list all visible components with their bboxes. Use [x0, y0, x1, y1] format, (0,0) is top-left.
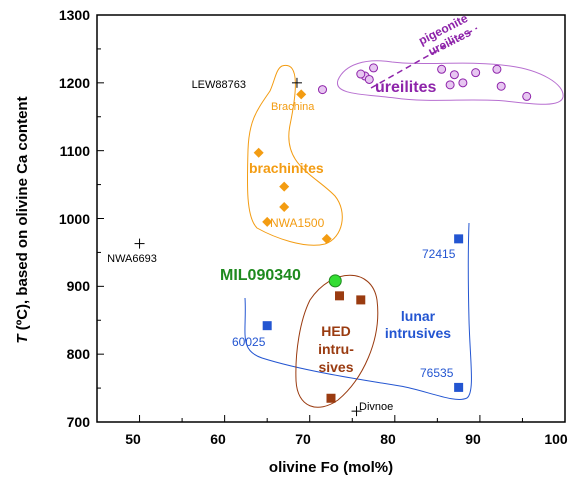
y-tick-labels: 700 800 900 1000 1100 1200 1300: [59, 7, 90, 430]
ureilite-outline: [337, 60, 564, 105]
x-tick-label: 70: [295, 431, 311, 447]
group-labels: brachinites ureilites pigeoniteureilites…: [220, 11, 474, 375]
ureilites-point: [522, 91, 532, 101]
x-tick-label: 50: [125, 431, 141, 447]
other-point: [351, 406, 362, 417]
point-label-72415: 72415: [422, 247, 456, 261]
x-tick-labels: 50 60 70 80 90 100: [125, 431, 568, 447]
y-tick-label: 1200: [59, 75, 90, 91]
point-label-brachina: Brachina: [271, 101, 315, 113]
brachinites-point: [262, 216, 273, 227]
y-tick-label: 1300: [59, 7, 90, 23]
point-label-60025: 60025: [232, 335, 266, 349]
point-label-nwa6693: NWA6693: [107, 253, 157, 265]
mil-090340-point: [328, 274, 342, 288]
ureilites-point: [364, 74, 374, 84]
lunar-outline: [244, 222, 472, 400]
ureilites-label: ureilites: [375, 79, 436, 96]
ureilites-point: [458, 78, 468, 88]
lunar-intrusives-point: [454, 382, 464, 392]
ureilites-point: [471, 68, 481, 78]
point-label-nwa1500: NWA1500: [270, 216, 325, 230]
hed-outline: [295, 274, 379, 408]
hed-intrusives-point: [326, 393, 336, 403]
ureilites-point: [445, 80, 455, 90]
hed-label-line2: intru-: [318, 341, 354, 357]
point-label-76535: 76535: [420, 366, 454, 380]
y-tick-label: 700: [67, 414, 91, 430]
lunar-label: lunar intrusives: [385, 308, 451, 341]
lunar-intrusives-point: [454, 234, 464, 244]
pigeonite-ureilite-line: [370, 27, 478, 89]
region-outlines: [244, 27, 564, 408]
hed-intrusives-point: [335, 291, 345, 301]
y-tick-label: 1000: [59, 211, 90, 227]
brachinite-outline: [246, 64, 343, 246]
x-tick-label: 100: [544, 431, 568, 447]
hed-label-line3: sives: [318, 359, 353, 375]
ureilites-point: [356, 69, 366, 79]
point-labels: LEW88763 Brachina NWA1500 NWA6693 72415 …: [107, 79, 456, 413]
mil090340-label: MIL090340: [220, 267, 301, 284]
y-tick-label: 1100: [60, 143, 91, 159]
ureilites-point: [449, 70, 459, 80]
hed-label-line1: HED: [321, 323, 351, 339]
y-axis-title-rest: (ºC), based on olivine Ca content: [14, 96, 31, 334]
hed-intrusives-point: [356, 295, 366, 305]
tick-marks: [96, 14, 566, 423]
brachinites-point: [321, 233, 332, 244]
ureilites-point: [496, 81, 506, 91]
x-tick-label: 90: [465, 431, 481, 447]
ureilites-point: [369, 63, 379, 73]
hed-label: HED intru-sives: [318, 323, 354, 375]
point-label-lew88763: LEW88763: [192, 79, 246, 91]
other-point: [291, 77, 302, 88]
lunar-label-line1: lunar: [401, 308, 436, 324]
point-label-divnoe: Divnoe: [359, 401, 393, 413]
y-axis-title: T (ºC), based on olivine Ca content: [14, 96, 31, 343]
x-tick-label: 60: [210, 431, 226, 447]
lunar-label-line2: intrusives: [385, 325, 451, 341]
brachinites-point: [279, 181, 290, 192]
ureilites-point: [437, 64, 447, 74]
y-tick-label: 900: [67, 278, 91, 294]
brachinites-point: [279, 201, 290, 212]
ureilites-point: [317, 85, 327, 95]
x-axis-title: olivine Fo (mol%): [269, 459, 393, 476]
brachinites-label: brachinites: [249, 160, 324, 176]
ureilites-point: [492, 64, 502, 74]
lunar-intrusives-point: [262, 321, 272, 331]
y-tick-label: 800: [67, 346, 91, 362]
data-marks: [134, 63, 532, 417]
other-point: [134, 238, 145, 249]
x-tick-label: 80: [380, 431, 396, 447]
y-axis-title-italic: T: [14, 333, 31, 344]
brachinites-point: [296, 89, 307, 100]
brachinites-point: [253, 147, 264, 158]
